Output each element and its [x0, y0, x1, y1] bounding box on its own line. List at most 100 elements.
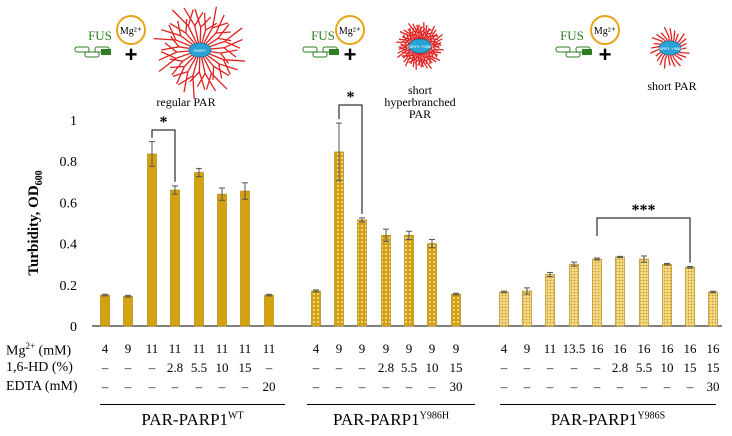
- par-type-label: short PAR: [647, 79, 696, 93]
- par-polymer-icon: PARP1 Y986H: [396, 22, 444, 70]
- edta-cell: –: [428, 379, 436, 394]
- y-axis-label: Turbidity, OD600: [26, 170, 45, 275]
- edta-cell: –: [101, 379, 109, 394]
- mg-cell: 11: [145, 341, 159, 356]
- fus-protein-icon: [555, 46, 592, 58]
- par-type-label: hyperbranched: [384, 95, 455, 109]
- mg-ion-icon: [335, 15, 365, 45]
- parp1-core-label: PARP1 Y986S: [657, 46, 683, 51]
- mg-cell: 9: [428, 341, 436, 356]
- bar: [264, 294, 274, 327]
- edta-cell: –: [500, 379, 508, 394]
- hd-cell: 5.5: [400, 360, 418, 375]
- fus-label: FUS: [560, 28, 584, 43]
- bar: [123, 295, 133, 327]
- hd-cell: –: [335, 360, 343, 375]
- parp1-core-label: PARP1 Y986H: [407, 44, 433, 49]
- hd-cell: 10: [660, 360, 674, 375]
- bar: [499, 291, 509, 327]
- edta-cell: –: [241, 379, 249, 394]
- parp1-core-icon: [188, 42, 212, 58]
- mg-cell: 9: [335, 341, 343, 356]
- plus-sign: +: [125, 42, 138, 67]
- par-polymer-icon: PARP1: [153, 6, 245, 99]
- significance-label: *: [347, 89, 355, 106]
- mg-cell: 16: [683, 341, 697, 356]
- mg-cell: 16: [613, 341, 627, 356]
- hd-cell: –: [523, 360, 531, 375]
- parp1-core-icon: [658, 40, 682, 56]
- y-tick-label: 1: [70, 114, 77, 129]
- hd-cell: 15: [238, 360, 252, 375]
- mg-cell: 11: [192, 341, 206, 356]
- par-polymer-icon: PARP1 Y986S: [650, 27, 690, 69]
- edta-cell: 30: [449, 379, 463, 394]
- hd-cell: 15: [706, 360, 720, 375]
- edta-cell: –: [663, 379, 671, 394]
- edta-cell: –: [148, 379, 156, 394]
- mg-cell: 9: [523, 341, 531, 356]
- hd-cell: –: [500, 360, 508, 375]
- mg-cell: 9: [452, 341, 460, 356]
- bar: [639, 258, 649, 327]
- bar: [217, 193, 227, 327]
- mg-ion-label: Mg²⁺: [120, 26, 142, 37]
- plus-sign: +: [344, 42, 357, 67]
- edta-cell: –: [312, 379, 320, 394]
- hd-cell: –: [593, 360, 601, 375]
- y-tick-label: 0.6: [60, 196, 78, 211]
- significance-bracket: [338, 104, 363, 214]
- mg-cell: 11: [543, 341, 557, 356]
- mg-ion-label: Mg²⁺: [339, 26, 361, 37]
- y-tick-label: 0.8: [60, 155, 78, 170]
- bar: [592, 258, 602, 327]
- edta-cell: –: [405, 379, 413, 394]
- mg-cell: 11: [238, 341, 252, 356]
- bar: [569, 263, 579, 327]
- hd-cell: 2.8: [377, 360, 395, 375]
- edta-cell: –: [686, 379, 694, 394]
- hd-row: 1,6-HD (%) – – –2.8 5.5 10 15– – – –2.8 5.5 10 15– – –…: [0, 360, 732, 378]
- y-tick-label: 0: [70, 320, 77, 335]
- edta-cell: –: [616, 379, 624, 394]
- y-tick-label: 0.2: [60, 279, 78, 294]
- edta-cell: –: [523, 379, 531, 394]
- mg-cell: 4: [101, 341, 109, 356]
- hd-row-label: 1,6-HD (%): [6, 360, 73, 375]
- bar: [615, 256, 625, 327]
- parp1-core-icon: [408, 38, 432, 54]
- edta-cell: –: [546, 379, 554, 394]
- mg-row-label: Mg2+ (mM): [6, 341, 72, 359]
- par-type-label: short: [408, 83, 433, 97]
- hd-cell: 5.5: [635, 360, 653, 375]
- bar: [381, 235, 391, 327]
- mg-cell: 11: [262, 341, 276, 356]
- significance-brackets: *****: [151, 89, 691, 263]
- mg-cell: 13.5: [562, 341, 586, 356]
- mg-row: Mg2+ (mM) 4 9 11 11 11 11 11 11 4 9 9 9 9 9 9 4 9 11 13.5 16…: [0, 341, 732, 359]
- mg-ion-icon: [116, 15, 146, 45]
- bar: [147, 153, 157, 327]
- edta-cell: –: [358, 379, 366, 394]
- bar: [522, 290, 532, 327]
- bar: [451, 293, 461, 327]
- bar: [194, 172, 204, 327]
- edta-cell: –: [640, 379, 648, 394]
- mg-cell: 16: [660, 341, 674, 356]
- edta-row-label: EDTA (mM): [6, 379, 78, 394]
- edta-row: EDTA (mM) – – – – – – –20– – – – – –30– – – – – – – – –30: [0, 379, 732, 397]
- significance-label: *: [160, 114, 168, 131]
- hd-cell: –: [546, 360, 554, 375]
- mg-cell: 16: [637, 341, 651, 356]
- bar: [685, 266, 695, 327]
- hd-cell: –: [124, 360, 132, 375]
- mg-cell: 11: [168, 341, 182, 356]
- mg-ion-icon: [590, 15, 620, 45]
- hd-cell: –: [312, 360, 320, 375]
- edta-cell: –: [124, 379, 132, 394]
- fus-label: FUS: [311, 28, 335, 43]
- mg-cell: 4: [312, 341, 320, 356]
- group-label: PAR-PARP1WT: [141, 410, 244, 429]
- fus-label: FUS: [88, 28, 112, 43]
